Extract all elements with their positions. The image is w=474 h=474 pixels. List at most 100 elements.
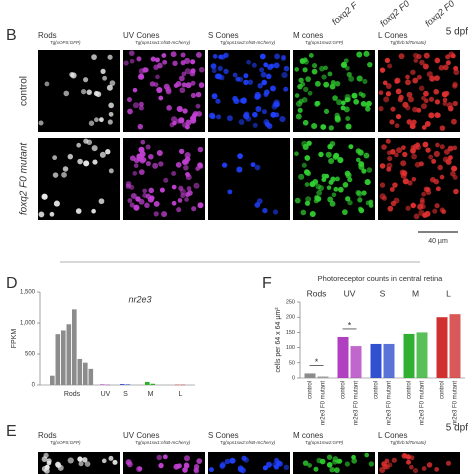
x-tick-label: control: [374, 381, 380, 399]
column-label: foxq2 F0: [378, 0, 411, 29]
group-label: UV: [344, 288, 356, 298]
cell: [418, 85, 425, 92]
cell: [198, 82, 205, 88]
cell: [401, 452, 408, 459]
cell: [294, 67, 300, 72]
bar: [350, 346, 362, 378]
cell: [158, 161, 164, 167]
cell: [394, 152, 399, 158]
cell: [326, 454, 333, 460]
cell: [294, 197, 301, 204]
cell: [211, 93, 218, 100]
cell: [433, 150, 440, 158]
cell: [135, 196, 141, 202]
cell: [190, 92, 196, 99]
panel-letter: E: [6, 423, 17, 440]
cell: [443, 149, 450, 155]
cell: [38, 211, 45, 218]
cell: [453, 188, 459, 195]
cell: [189, 70, 196, 77]
cell: [180, 52, 186, 58]
cell: [445, 60, 451, 66]
cell: [175, 162, 182, 168]
cell: [186, 186, 192, 191]
cell: [438, 65, 445, 71]
cell: [129, 58, 135, 64]
cell: [378, 90, 384, 96]
cell: [52, 155, 58, 161]
cell: [405, 74, 410, 80]
cell: [271, 103, 278, 110]
cell: [442, 97, 448, 103]
cell: [171, 200, 177, 206]
cell: [413, 58, 419, 63]
x-tick-label: nr2e3 F0 mutant: [321, 381, 327, 425]
cell: [67, 153, 74, 160]
cell: [226, 115, 233, 122]
x-tick-label: nr2e3 F0 mutant: [453, 381, 459, 425]
column-subtitle: Tg(opn1sw2:nfsB-mCherry): [220, 440, 276, 445]
cell: [416, 53, 422, 60]
cell: [411, 153, 418, 160]
cell: [108, 455, 114, 461]
column-subtitle: Tg(xOPS:GFP): [50, 40, 81, 45]
column-subtitle: Tg(opn1sw1:nfsB-mCherry): [135, 440, 191, 445]
cell: [341, 209, 348, 216]
cell: [138, 169, 145, 175]
cell: [272, 209, 279, 215]
cell: [421, 125, 427, 130]
cell: [171, 116, 178, 123]
chart-title: nr2e3: [128, 294, 151, 304]
cell: [53, 200, 60, 207]
cell: [387, 205, 394, 212]
panel-letter: D: [6, 275, 18, 292]
cell: [323, 108, 330, 114]
cell: [433, 178, 440, 185]
cell: [311, 62, 318, 69]
cell: [77, 456, 83, 462]
cell: [363, 152, 370, 159]
cell: [156, 86, 163, 94]
cell: [387, 155, 393, 162]
y-axis-label: cells per 64 x 64 µm²: [275, 307, 282, 373]
cell: [181, 82, 187, 88]
cell: [419, 199, 425, 205]
cell: [261, 79, 268, 86]
cell: [257, 83, 263, 89]
cell: [273, 62, 280, 69]
cell: [77, 158, 83, 165]
cell: [185, 119, 192, 126]
cell: [396, 147, 403, 154]
cell: [177, 198, 183, 203]
cell: [393, 197, 400, 204]
cell: [254, 164, 261, 171]
cell: [261, 109, 267, 115]
cell: [281, 71, 288, 79]
cell: [343, 58, 349, 64]
cell: [321, 74, 327, 80]
cell: [410, 202, 417, 209]
cell: [417, 74, 422, 80]
cell: [277, 460, 284, 467]
cell: [259, 53, 266, 60]
cell: [295, 113, 302, 120]
bar: [416, 332, 428, 378]
cell: [450, 53, 456, 59]
cell: [357, 149, 364, 156]
cell: [331, 192, 337, 198]
cell: [44, 81, 50, 87]
cell: [264, 121, 271, 128]
cell: [422, 141, 429, 148]
cell: [156, 454, 162, 461]
group-label: L: [446, 288, 451, 298]
cell: [184, 68, 191, 75]
cell: [389, 119, 395, 125]
cell: [127, 108, 133, 115]
cell: [195, 52, 202, 58]
column-title: UV Cones: [123, 431, 159, 440]
cell: [337, 156, 344, 164]
cell: [435, 186, 441, 192]
cell: [330, 79, 336, 85]
cell: [337, 186, 344, 193]
cell: [329, 83, 336, 90]
